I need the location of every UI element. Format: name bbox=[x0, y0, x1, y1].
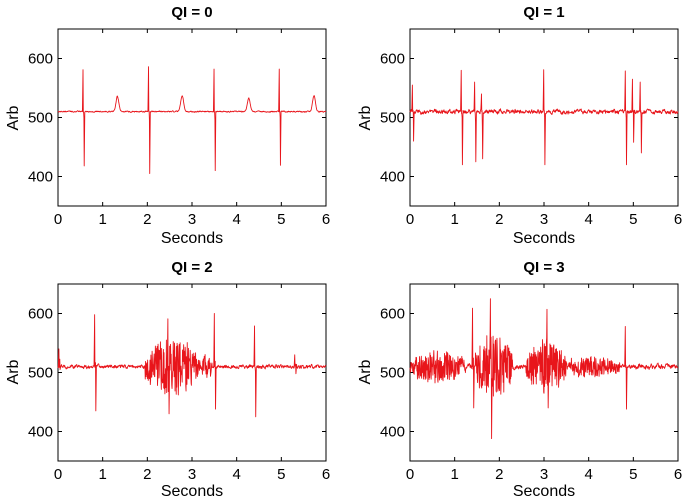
trace-layer bbox=[57, 313, 327, 418]
trace-layer bbox=[57, 66, 327, 174]
x-tick-label: 3 bbox=[540, 466, 548, 483]
x-tick-label: 3 bbox=[188, 211, 196, 228]
y-axis-label: Arb bbox=[357, 105, 374, 130]
x-axis-label: Seconds bbox=[513, 483, 575, 500]
y-tick-label: 600 bbox=[380, 51, 405, 68]
x-tick-label: 5 bbox=[629, 211, 637, 228]
signal-trace bbox=[57, 66, 327, 174]
x-tick-label: 6 bbox=[322, 466, 330, 483]
x-tick-label: 3 bbox=[540, 211, 548, 228]
panel-qi-3: QI = 3 Arb Seconds 0 1 2 3 4 5 6 400 500 600 bbox=[357, 259, 682, 500]
x-tick-label: 2 bbox=[495, 466, 503, 483]
x-tick-label: 2 bbox=[495, 211, 503, 228]
x-tick-label: 6 bbox=[674, 211, 682, 228]
x-axis-label: Seconds bbox=[161, 230, 223, 247]
x-tick-label: 4 bbox=[584, 211, 592, 228]
y-tick-label: 400 bbox=[28, 424, 53, 441]
y-tick-label: 600 bbox=[28, 306, 53, 323]
y-axis-label: Arb bbox=[357, 359, 374, 384]
y-tick-label: 400 bbox=[380, 424, 405, 441]
panel-qi-1: QI = 1 Arb Seconds 0 1 2 3 4 5 6 400 500 600 bbox=[357, 4, 682, 247]
x-tick-label: 0 bbox=[406, 466, 414, 483]
y-tick-label: 600 bbox=[28, 51, 53, 68]
x-tick-label: 5 bbox=[277, 211, 285, 228]
panel-qi-0: QI = 0 Arb Seconds 0 1 2 3 4 5 6 400 500 600 bbox=[5, 4, 330, 247]
plot-frame bbox=[57, 28, 327, 207]
y-tick-label: 500 bbox=[28, 110, 53, 127]
panel-title: QI = 0 bbox=[171, 4, 212, 21]
x-tick-label: 6 bbox=[674, 466, 682, 483]
x-tick-label: 6 bbox=[322, 211, 330, 228]
ticks: 0 1 2 3 4 5 6 400 500 600 bbox=[28, 29, 330, 228]
x-tick-label: 2 bbox=[143, 211, 151, 228]
signal-trace bbox=[57, 313, 327, 418]
panel-qi-2: QI = 2 Arb Seconds 0 1 2 3 4 5 6 400 500 600 bbox=[5, 259, 330, 500]
trace-layer bbox=[409, 69, 679, 166]
x-tick-label: 0 bbox=[54, 466, 62, 483]
panel-title: QI = 1 bbox=[523, 4, 564, 21]
x-axis-label: Seconds bbox=[161, 483, 223, 500]
panel-title: QI = 3 bbox=[523, 259, 564, 276]
x-tick-label: 0 bbox=[54, 211, 62, 228]
x-tick-label: 4 bbox=[584, 466, 592, 483]
x-tick-label: 4 bbox=[232, 211, 240, 228]
x-tick-label: 1 bbox=[450, 466, 458, 483]
x-tick-label: 3 bbox=[188, 466, 196, 483]
y-axis-label: Arb bbox=[5, 105, 22, 130]
y-tick-label: 400 bbox=[380, 169, 405, 186]
y-tick-label: 600 bbox=[380, 306, 405, 323]
ticks: 0 1 2 3 4 5 6 400 500 600 bbox=[380, 284, 682, 483]
plot-frame bbox=[409, 28, 679, 207]
ticks: 0 1 2 3 4 5 6 400 500 600 bbox=[380, 29, 682, 228]
x-tick-label: 5 bbox=[277, 466, 285, 483]
panel-title: QI = 2 bbox=[171, 259, 212, 276]
y-tick-label: 500 bbox=[380, 365, 405, 382]
x-tick-label: 2 bbox=[143, 466, 151, 483]
trace-layer bbox=[409, 298, 679, 440]
x-tick-label: 0 bbox=[406, 211, 414, 228]
x-tick-label: 1 bbox=[98, 466, 106, 483]
y-tick-label: 500 bbox=[28, 365, 53, 382]
ticks: 0 1 2 3 4 5 6 400 500 600 bbox=[28, 284, 330, 483]
y-tick-label: 400 bbox=[28, 169, 53, 186]
y-axis-label: Arb bbox=[5, 359, 22, 384]
x-tick-label: 4 bbox=[232, 466, 240, 483]
signal-trace bbox=[409, 298, 679, 440]
x-tick-label: 1 bbox=[450, 211, 458, 228]
y-tick-label: 500 bbox=[380, 110, 405, 127]
signal-trace bbox=[409, 69, 679, 166]
x-axis-label: Seconds bbox=[513, 230, 575, 247]
x-tick-label: 5 bbox=[629, 466, 637, 483]
x-tick-label: 1 bbox=[98, 211, 106, 228]
